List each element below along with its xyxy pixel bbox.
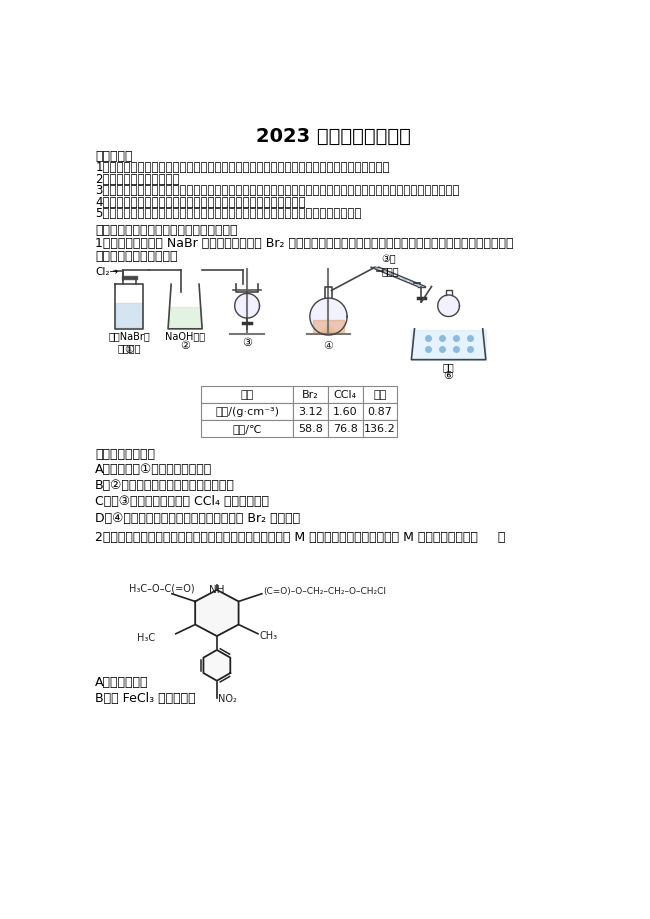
Text: 富含NaBr的
工业废水: 富含NaBr的 工业废水 xyxy=(109,331,150,353)
Text: 乙苯: 乙苯 xyxy=(373,390,387,400)
Text: D．④中温度计水银球低于支管过多，导致 Br₂ 的产率低: D．④中温度计水银球低于支管过多，导致 Br₂ 的产率低 xyxy=(95,511,300,524)
Text: NO₂: NO₂ xyxy=(218,693,237,703)
Text: 2．答题时请按要求用笔。: 2．答题时请按要求用笔。 xyxy=(95,173,179,186)
Bar xyxy=(328,386,363,403)
Text: 1、实验小组从富含 NaBr 的工业废水中提取 Br₂ 的过程主要包括：氧化、萸取、分液、蕲馏等步骤。已知：可能用到: 1、实验小组从富含 NaBr 的工业废水中提取 Br₂ 的过程主要包括：氧化、萸… xyxy=(95,237,514,250)
Polygon shape xyxy=(116,304,142,327)
Text: 沸点/℃: 沸点/℃ xyxy=(232,424,262,434)
Text: 3．请按照题号顺序在答题卡各题目的答题区域内作答，超出答题区域书写的答案无效；在草稿纸、试卷上答题无效。: 3．请按照题号顺序在答题卡各题目的答题区域内作答，超出答题区域书写的答案无效；在… xyxy=(95,184,460,197)
Text: 136.2: 136.2 xyxy=(364,424,396,434)
Bar xyxy=(202,403,292,420)
Text: 4．作图可先使用铅笔画出，确定后必须用黑色字迹的签字笔描黑。: 4．作图可先使用铅笔画出，确定后必须用黑色字迹的签字笔描黑。 xyxy=(95,196,305,209)
Bar xyxy=(328,403,363,420)
Text: Cl₂→: Cl₂→ xyxy=(95,267,118,278)
Polygon shape xyxy=(203,651,230,681)
Text: 冰水: 冰水 xyxy=(443,362,454,372)
Bar xyxy=(293,403,328,420)
Bar xyxy=(363,386,397,403)
Polygon shape xyxy=(437,296,460,317)
Polygon shape xyxy=(319,325,338,335)
Text: ⑥: ⑥ xyxy=(443,371,454,381)
Text: (C=O)–O–CH₂–CH₂–O–CH₂Cl: (C=O)–O–CH₂–CH₂–O–CH₂Cl xyxy=(263,586,386,596)
Text: 0.87: 0.87 xyxy=(368,407,393,417)
Text: 一、选择题（每题只有一个选项符合题意）: 一、选择题（每题只有一个选项符合题意） xyxy=(95,223,238,236)
Text: 密度/(g·cm⁻³): 密度/(g·cm⁻³) xyxy=(215,407,279,417)
Text: H₃C–O–C(=O): H₃C–O–C(=O) xyxy=(129,583,195,593)
Text: ③中
有机相: ③中 有机相 xyxy=(381,255,399,276)
Text: 58.8: 58.8 xyxy=(298,424,322,434)
Text: 注意事项：: 注意事项： xyxy=(95,151,133,164)
Text: CH₃: CH₃ xyxy=(259,630,278,641)
Polygon shape xyxy=(195,590,239,636)
Bar xyxy=(328,420,363,437)
Polygon shape xyxy=(122,278,137,279)
Text: 下列说法错误的是: 下列说法错误的是 xyxy=(95,448,155,461)
Text: 物质: 物质 xyxy=(240,390,254,400)
Polygon shape xyxy=(310,299,347,335)
Bar xyxy=(363,420,397,437)
Polygon shape xyxy=(169,308,202,327)
Text: NaOH溶液: NaOH溶液 xyxy=(165,331,205,341)
Bar xyxy=(363,403,397,420)
Bar xyxy=(202,386,292,403)
Text: 3.12: 3.12 xyxy=(298,407,322,417)
Polygon shape xyxy=(371,268,425,287)
Text: CCl₄: CCl₄ xyxy=(333,390,357,400)
Text: A．实验时，①的废水中出现红色: A．实验时，①的废水中出现红色 xyxy=(95,462,213,475)
Text: 1.60: 1.60 xyxy=(333,407,358,417)
Text: C．用③进行萸取时，选择 CCl₄ 比乙苯更合理: C．用③进行萸取时，选择 CCl₄ 比乙苯更合理 xyxy=(95,494,269,508)
Text: B．②的作用是吸收尾气，防止空气污染: B．②的作用是吸收尾气，防止空气污染 xyxy=(95,479,235,492)
Text: 的数据信息和装置如下。: 的数据信息和装置如下。 xyxy=(95,249,177,263)
Text: ②: ② xyxy=(180,341,190,351)
Text: 2、「司乐平」是治疗高血压的一种临床药物，其有效成分 M 的结构简式如图。下列关于 M 的说法正确的是（     ）: 2、「司乐平」是治疗高血压的一种临床药物，其有效成分 M 的结构简式如图。下列关… xyxy=(95,530,506,543)
Text: ④: ④ xyxy=(324,341,333,351)
Text: Br₂: Br₂ xyxy=(302,390,318,400)
Text: NH: NH xyxy=(209,584,225,594)
Text: B．遇 FeCl₃ 溶液显紫色: B．遇 FeCl₃ 溶液显紫色 xyxy=(95,691,196,704)
Text: ③: ③ xyxy=(242,337,252,347)
Polygon shape xyxy=(320,327,336,335)
Bar xyxy=(293,420,328,437)
Text: ①: ① xyxy=(124,345,135,355)
Text: 76.8: 76.8 xyxy=(333,424,358,434)
Polygon shape xyxy=(313,321,344,333)
Polygon shape xyxy=(411,331,486,360)
Polygon shape xyxy=(235,294,259,319)
Text: A．属于芳香烃: A．属于芳香烃 xyxy=(95,675,149,687)
Text: H₃C: H₃C xyxy=(136,632,155,642)
Bar xyxy=(293,386,328,403)
Text: 1．答题前，考生先将自己的姓名、准考证号码填写清楚，将条形码准确粘贴在条形码区域内。: 1．答题前，考生先将自己的姓名、准考证号码填写清楚，将条形码准确粘贴在条形码区域… xyxy=(95,161,390,174)
Text: 5．保持卡面清洁，不要折暴、不要弄破、弄皤，不准使用涂改液、修正带、刃纸刀。: 5．保持卡面清洁，不要折暴、不要弄破、弄皤，不准使用涂改液、修正带、刃纸刀。 xyxy=(95,207,361,221)
Text: 2023 高考化学模拟试卷: 2023 高考化学模拟试卷 xyxy=(255,127,411,146)
Bar xyxy=(202,420,292,437)
